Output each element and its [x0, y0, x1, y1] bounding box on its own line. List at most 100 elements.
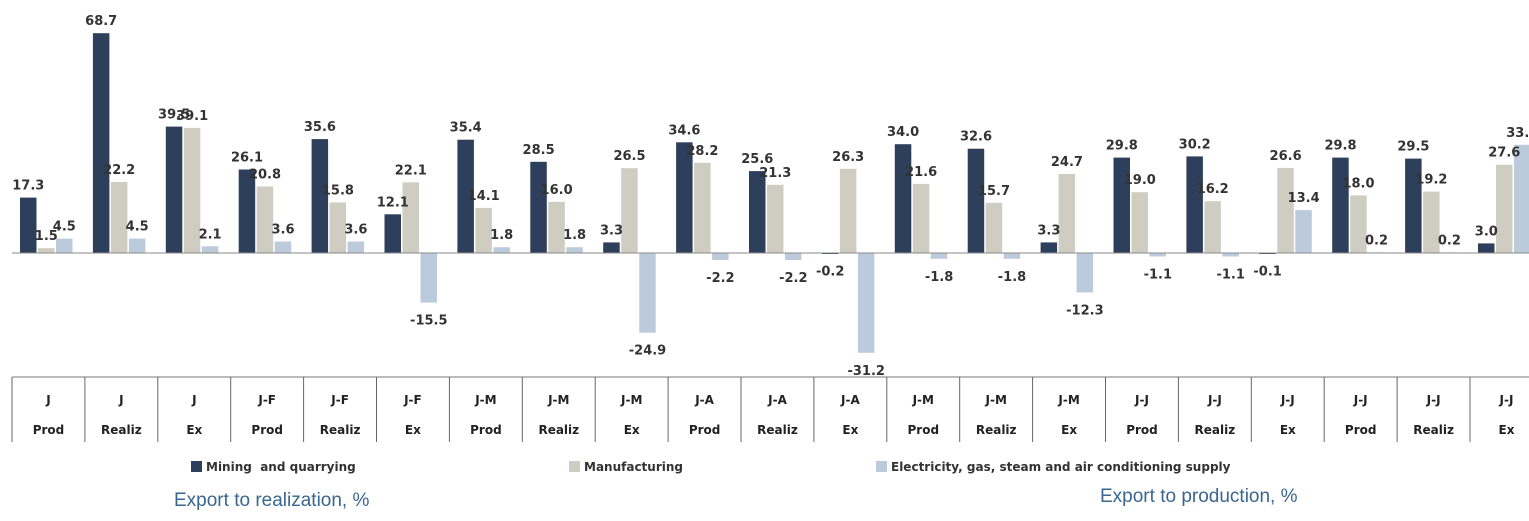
- bar-s1-c10: [767, 184, 784, 253]
- category-type-label: Prod: [470, 423, 502, 437]
- bar-s1-c14: [1058, 174, 1076, 253]
- value-label-s0-c11: -0.2: [816, 265, 844, 280]
- bar-s2-c3: [274, 241, 292, 253]
- bar-s2-c5: [420, 253, 437, 303]
- value-label-s1-c9: 28.2: [686, 144, 718, 159]
- bar-s0-c15: [1113, 157, 1130, 253]
- category-type-label: Realiz: [1195, 423, 1236, 437]
- bar-s0-c19: [1405, 158, 1422, 253]
- bar-s0-c5: [384, 214, 401, 253]
- value-label-s1-c18: 18.0: [1342, 176, 1374, 191]
- category-type-label: Realiz: [757, 423, 798, 437]
- value-label-s1-c2: 39.1: [176, 109, 208, 124]
- bar-s0-c4: [311, 139, 329, 253]
- value-label-s1-c6: 14.1: [468, 189, 500, 204]
- bar-s2-c6: [493, 247, 510, 253]
- value-label-s0-c14: 3.3: [1037, 223, 1060, 238]
- value-label-s2-c14: -12.3: [1066, 303, 1103, 318]
- value-label-s1-c11: 26.3: [832, 150, 864, 165]
- legend-swatch-mining: [191, 461, 202, 472]
- value-label-s1-c20: 27.6: [1488, 146, 1520, 161]
- bar-s1-c5: [402, 182, 419, 253]
- bar-s1-c9: [694, 162, 711, 253]
- bar-s2-c17: [1295, 210, 1312, 253]
- category-period-label: J-J: [1207, 393, 1222, 407]
- category-type-label: Realiz: [538, 423, 579, 437]
- category-period-label: J-M: [620, 393, 642, 407]
- value-label-s0-c19: 29.5: [1397, 140, 1429, 155]
- category-period-label: J-F: [330, 393, 349, 407]
- value-label-s1-c14: 24.7: [1051, 155, 1083, 170]
- category-type-label: Prod: [1345, 423, 1377, 437]
- value-label-s1-c8: 26.5: [613, 149, 645, 164]
- legend-label-electricity: Electricity, gas, steam and air conditio…: [891, 460, 1231, 474]
- value-label-s2-c19: 0.2: [1438, 233, 1461, 248]
- category-period-label: J-A: [840, 393, 860, 407]
- bar-s0-c20: [1478, 243, 1495, 253]
- legend-swatch-electricity: [876, 461, 887, 472]
- category-period-label: J-J: [1426, 393, 1441, 407]
- value-label-s2-c4: 3.6: [344, 223, 367, 238]
- category-type-label: Prod: [689, 423, 721, 437]
- bar-s2-c4: [347, 241, 365, 253]
- bar-s0-c7: [530, 161, 547, 253]
- value-label-s2-c18: 0.2: [1365, 233, 1388, 248]
- value-label-s0-c0: 17.3: [12, 179, 44, 194]
- value-label-s1-c0: 1.5: [35, 229, 58, 244]
- bar-s1-c7: [548, 201, 565, 253]
- category-period-label: J-J: [1134, 393, 1149, 407]
- value-label-s2-c16: -1.1: [1216, 268, 1244, 283]
- bar-s2-c1: [128, 238, 146, 253]
- bar-s2-c14: [1076, 253, 1094, 293]
- bar-s1-c15: [1131, 192, 1148, 253]
- category-period-label: J-M: [547, 393, 569, 407]
- value-label-s1-c4: 15.8: [322, 183, 354, 198]
- category-type-label: Prod: [33, 423, 65, 437]
- value-labels-layer: 17.3 68.7 39.5 26.1 35.6 12.1 35.4 28.5 3.3 34.6 2…: [12, 14, 1529, 379]
- value-label-s2-c5: -15.5: [410, 314, 447, 329]
- category-type-label: Realiz: [101, 423, 142, 437]
- value-label-s0-c18: 29.8: [1324, 139, 1356, 154]
- bar-s1-c2: [183, 127, 201, 253]
- bar-s1-c0: [38, 248, 55, 253]
- category-type-label: Realiz: [976, 423, 1017, 437]
- category-type-label: Realiz: [1413, 423, 1454, 437]
- bar-s2-c11: [857, 253, 875, 353]
- value-label-s0-c8: 3.3: [600, 223, 623, 238]
- value-label-s0-c5: 12.1: [377, 195, 409, 210]
- value-label-s1-c5: 22.1: [395, 163, 427, 178]
- bar-s0-c8: [603, 242, 620, 253]
- production-note: Export to production, %: [1100, 486, 1298, 507]
- category-period-label: J-J: [1353, 393, 1368, 407]
- category-period-label: J-M: [912, 393, 934, 407]
- value-label-s2-c2: 2.1: [199, 227, 222, 242]
- value-label-s2-c15: -1.1: [1144, 268, 1172, 283]
- realization-note: Export to realization, %: [174, 490, 370, 511]
- bar-s2-c7: [566, 247, 583, 253]
- bar-s2-c2: [201, 246, 219, 253]
- bar-s2-c0: [56, 238, 73, 253]
- legend-label-manufacturing: Manufacturing: [584, 460, 683, 474]
- value-label-s2-c1: 4.5: [126, 220, 149, 235]
- bar-s1-c13: [985, 202, 1003, 253]
- value-label-s0-c3: 26.1: [231, 151, 263, 166]
- value-label-s1-c1: 22.2: [103, 163, 135, 178]
- bar-s0-c1: [92, 33, 110, 254]
- legend-swatch-manufacturing: [569, 461, 580, 472]
- bar-s0-c16: [1186, 156, 1203, 253]
- category-period-label: J-F: [403, 393, 422, 407]
- bar-s2-c12: [930, 253, 948, 259]
- value-label-s2-c20: 33.8: [1506, 126, 1529, 141]
- category-type-label: Ex: [1061, 423, 1077, 437]
- value-label-s1-c3: 20.8: [249, 167, 281, 182]
- bar-s0-c10: [749, 171, 766, 253]
- value-label-s2-c9: -2.2: [706, 271, 734, 286]
- category-type-label: Prod: [251, 423, 283, 437]
- bar-s2-c20: [1514, 144, 1529, 253]
- bar-s0-c2: [165, 126, 183, 253]
- bar-s0-c9: [676, 142, 693, 253]
- value-label-s0-c2: 39.5: [158, 108, 190, 123]
- bar-s2-c10: [785, 253, 802, 260]
- category-type-label: Ex: [186, 423, 202, 437]
